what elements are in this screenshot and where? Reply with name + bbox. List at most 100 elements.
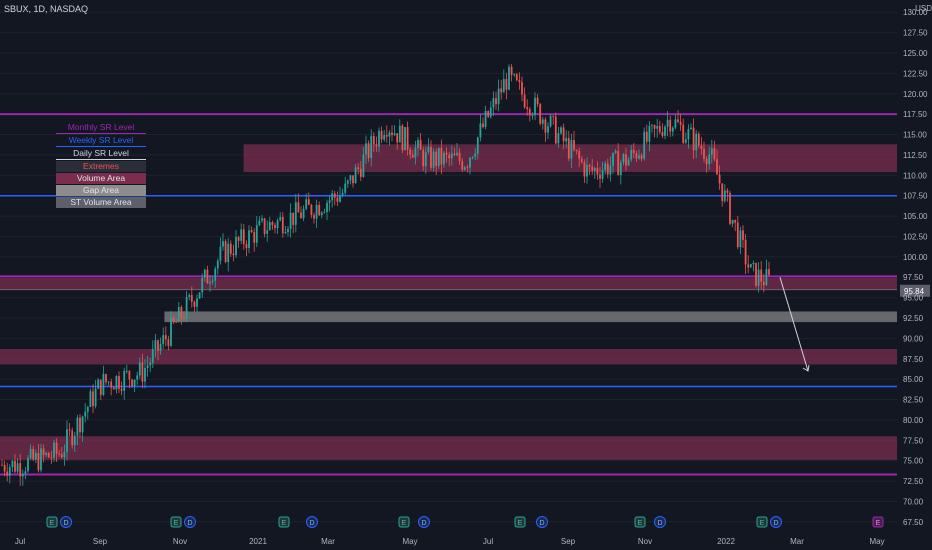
candle-body [99,379,102,395]
candle-body [102,374,105,395]
candle-body [110,381,113,388]
price-tick-label: 87.50 [903,355,924,364]
candle-body [331,193,334,201]
candle-body [599,174,601,179]
candle-body [476,137,479,154]
candle-body [687,129,690,140]
candle-body [604,163,607,170]
candle-body [3,465,6,472]
candle-body [336,197,339,202]
candle-body [526,107,529,110]
candle-body [432,151,435,168]
candle-body [242,229,245,245]
earnings-icon [278,516,290,528]
candle-body [669,119,672,132]
legend-gap-area-label: Gap Area [83,185,119,195]
candle-body [34,452,37,460]
candle-body [573,139,575,150]
candle-body [136,375,139,380]
candle-body [16,463,19,472]
legend-st-volume-area: ST Volume Area [56,197,146,208]
candle-body [609,165,612,175]
candle-body [307,199,310,205]
candle-body [596,168,599,175]
candle-body [27,457,29,472]
candle-body [601,169,604,179]
candle-body [300,212,302,219]
candle-body [484,111,487,128]
candle-body [674,119,677,128]
candle-body [128,370,131,380]
candle-body [149,362,152,366]
candle-body [50,457,53,459]
price-tick-label: 80.00 [903,416,924,425]
candle-body [281,216,284,234]
candle-body [523,94,526,108]
candle-body [222,241,224,247]
candle-body [375,144,378,147]
candle-body [679,122,682,125]
candle-body [297,202,300,213]
candle-body [196,298,198,307]
candle-body [736,222,739,248]
price-tick-label: 67.50 [903,518,924,527]
candle-body [125,370,128,372]
candle-body [697,133,700,146]
candle-body [211,280,214,283]
price-tick-label: 102.50 [903,232,928,241]
candle-body [534,97,536,116]
legend: Monthly SR Level Weekly SR Level Daily S… [56,122,146,209]
dividend-icon [184,516,196,528]
candle-body [107,381,110,383]
candle-body [521,81,523,95]
candle-body [666,119,669,127]
candle-body [729,192,731,224]
candle-body [157,340,159,351]
candle-body [404,127,406,151]
candle-body [237,237,240,241]
price-tick-label: 110.00 [903,171,927,180]
candle-body [664,126,666,136]
candle-body [658,125,661,132]
candle-body [760,269,763,282]
candle-body [765,269,768,286]
candle-body [185,296,188,319]
candle-body [370,135,373,159]
candle-body [346,180,349,184]
candle-body [487,111,490,117]
current-price-label: 95.84 [904,287,925,296]
candle-body [71,430,74,446]
candle-body [705,158,708,165]
candle-body [612,152,614,166]
price-tick-label: 125.00 [903,49,928,58]
candle-body [333,193,336,198]
candle-body [349,175,352,181]
candle-body [539,104,542,124]
volume-area-zone [0,348,897,365]
candle-body [203,269,206,278]
candle-body [479,123,482,138]
price-tick-label: 130.00 [903,8,928,17]
candle-body [502,79,505,93]
candle-body [703,148,705,159]
candle-body [81,416,84,433]
volume-area-zone [0,436,897,460]
candle-body [500,88,503,93]
candle-body [458,152,461,162]
price-tick-label: 82.50 [903,396,924,405]
candle-body [554,116,557,144]
price-tick-label: 122.50 [903,69,928,78]
candle-body [37,452,40,471]
candle-body [206,269,209,284]
candle-body [513,74,516,76]
candle-body [183,318,185,320]
dividend-icon-label: D [309,520,314,527]
candle-body [235,237,237,256]
candle-body [721,183,724,201]
candle-body [635,153,638,159]
candle-body [474,153,477,157]
candle-body [422,149,425,167]
candle-body [682,124,685,143]
volume-area-zone [0,278,897,291]
